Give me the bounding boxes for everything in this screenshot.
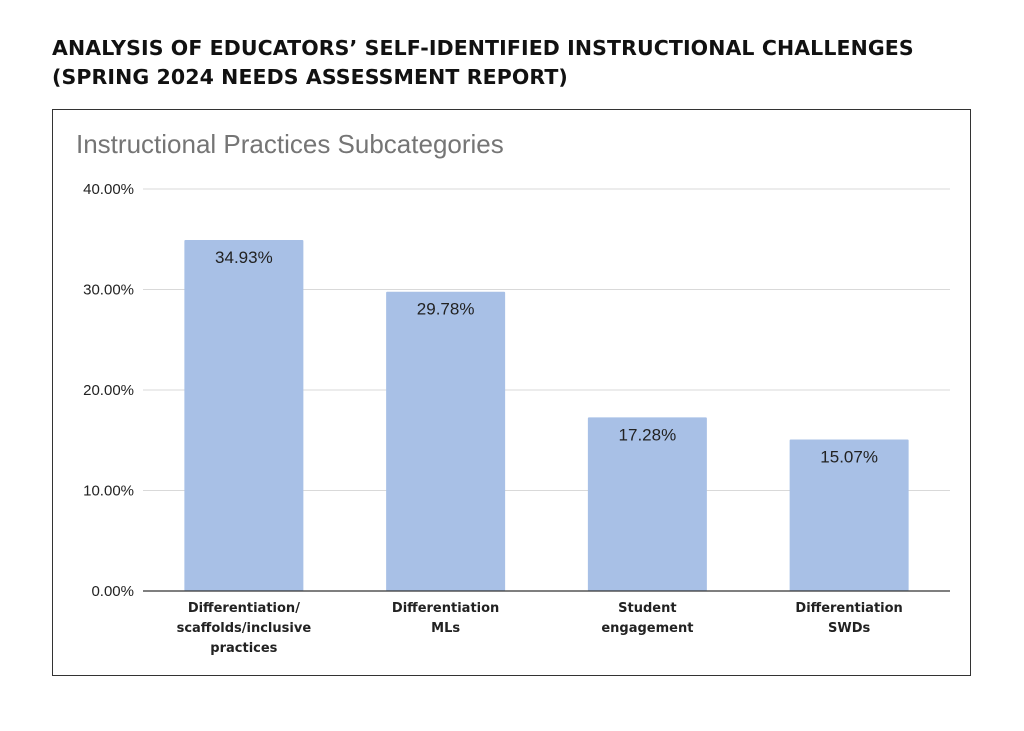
y-tick-label: 20.00% <box>83 382 134 399</box>
x-tick-label: engagement <box>601 621 693 636</box>
x-tick-label: MLs <box>431 621 460 636</box>
report-heading: ANALYSIS OF EDUCATORS’ SELF-IDENTIFIED I… <box>52 34 992 92</box>
y-tick-label: 0.00% <box>91 583 134 600</box>
x-tick-label: Differentiation <box>795 601 902 616</box>
bar <box>587 417 707 591</box>
report-heading-line-2: (SPRING 2024 NEEDS ASSESSMENT REPORT) <box>52 65 568 89</box>
bar-chart: 0.00% 10.00% 20.00% 30.00% 40.00% 34.93% Diffe… <box>83 181 950 656</box>
chart-frame: Instructional Practices Subcategories 0.… <box>52 109 971 676</box>
data-label: 34.93% <box>215 248 273 267</box>
x-tick-label: practices <box>210 641 277 656</box>
data-label: 17.28% <box>619 425 677 444</box>
data-label: 29.78% <box>417 300 475 319</box>
y-tick-label: 10.00% <box>83 483 134 500</box>
data-label: 15.07% <box>820 448 878 467</box>
bar <box>184 239 304 592</box>
x-tick-label: Differentiation <box>392 601 499 616</box>
x-tick-label: Student <box>618 601 676 616</box>
bar <box>386 291 506 591</box>
bar <box>789 439 909 591</box>
report-heading-line-1: ANALYSIS OF EDUCATORS’ SELF-IDENTIFIED I… <box>52 36 914 60</box>
y-tick-label: 30.00% <box>83 282 134 299</box>
x-tick-label: scaffolds/inclusive <box>177 621 312 636</box>
y-tick-label: 40.00% <box>83 181 134 198</box>
chart-title: Instructional Practices Subcategories <box>76 129 504 159</box>
x-tick-label: SWDs <box>828 621 870 636</box>
x-tick-label: Differentiation/ <box>188 601 300 616</box>
